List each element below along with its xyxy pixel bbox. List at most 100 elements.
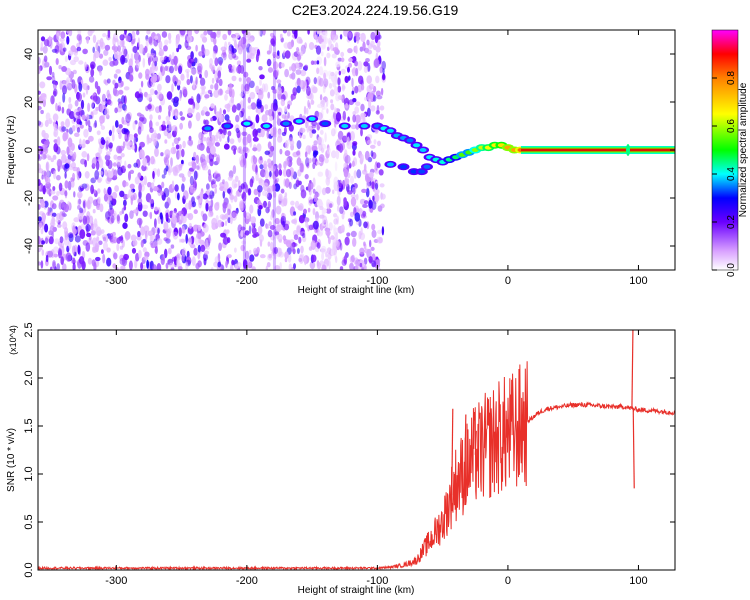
noise-cell [67, 103, 73, 110]
ridge-branch-point [418, 169, 426, 174]
noise-cell [144, 230, 148, 241]
noise-cell [168, 38, 172, 44]
noise-cell [263, 182, 269, 192]
noise-cell [91, 102, 95, 109]
noise-cell [100, 229, 105, 235]
noise-cell [348, 62, 352, 68]
noise-cell [363, 221, 368, 229]
noise-cell [190, 68, 197, 75]
noise-cell [128, 260, 133, 270]
noise-cell [227, 254, 232, 259]
noise-cell [57, 160, 63, 170]
noise-cell [363, 65, 368, 74]
noise-cell [80, 183, 85, 188]
noise-cell [282, 198, 288, 207]
noise-cell [311, 129, 317, 134]
noise-cell [105, 151, 111, 156]
noise-cell [187, 170, 192, 178]
noise-cell [264, 83, 269, 93]
noise-cell [185, 69, 190, 73]
noise-cell [122, 222, 128, 229]
noise-cell [166, 132, 172, 139]
noise-cell [87, 257, 92, 265]
noise-cell [118, 51, 123, 56]
noise-cell [240, 244, 245, 252]
noise-cell [316, 262, 321, 270]
noise-cell [114, 185, 119, 192]
noise-cell [328, 259, 331, 270]
noise-cell [79, 138, 82, 148]
noise-cell [138, 249, 142, 259]
noise-cell [45, 177, 51, 185]
noise-cell [113, 252, 118, 260]
noise-cell [188, 140, 193, 147]
ridge-point [321, 121, 329, 126]
noise-cell [145, 38, 149, 48]
noise-cell [374, 193, 380, 203]
noise-cell [321, 143, 327, 150]
noise-cell [185, 202, 190, 210]
noise-cell [92, 34, 97, 44]
noise-cell [212, 183, 218, 189]
snr-spike [464, 414, 467, 471]
noise-cell [206, 183, 210, 191]
noise-cell [126, 112, 132, 120]
noise-cell [90, 177, 96, 184]
x-tick-label: -300 [105, 575, 127, 587]
noise-cell [78, 256, 85, 265]
noise-cell [41, 220, 45, 230]
noise-cell [255, 172, 259, 182]
noise-cell [233, 195, 238, 203]
noise-cell [41, 249, 45, 256]
noise-cell [357, 60, 363, 71]
noise-cell [53, 246, 59, 253]
noise-cell [351, 197, 357, 207]
noise-cell [71, 125, 76, 132]
noise-streak [272, 30, 276, 270]
noise-cell [167, 168, 172, 176]
noise-cell [38, 56, 41, 65]
noise-cell [227, 135, 230, 143]
noise-cell [208, 173, 212, 183]
noise-cell [331, 128, 336, 137]
noise-cell [160, 49, 165, 56]
noise-cell [146, 93, 152, 101]
noise-cell [355, 122, 360, 130]
noise-cell [363, 257, 368, 265]
ridge-point [341, 124, 349, 128]
noise-cell [333, 176, 339, 187]
noise-cell [170, 157, 173, 167]
noise-cell [304, 151, 308, 158]
noise-cell [99, 203, 104, 213]
noise-cell [53, 253, 58, 258]
noise-cell [313, 140, 318, 146]
noise-cell [124, 231, 131, 240]
noise-cell [355, 193, 359, 201]
noise-cell [156, 91, 163, 100]
noise-cell [203, 30, 208, 36]
noise-cell [119, 34, 125, 41]
noise-cell [352, 237, 357, 247]
noise-cell [238, 149, 245, 155]
y-tick-label: 0.0 [23, 562, 35, 577]
noise-cell [210, 31, 216, 39]
noise-cell [183, 190, 189, 200]
noise-cell [275, 224, 281, 232]
noise-cell [80, 99, 85, 110]
noise-cell [210, 84, 214, 90]
noise-cell [243, 71, 249, 78]
colorbar-tick-label: 0.0 [726, 263, 737, 277]
noise-cell [377, 140, 381, 147]
noise-cell [149, 211, 153, 220]
noise-cell [278, 111, 282, 116]
noise-cell [45, 254, 49, 263]
noise-cell [73, 217, 80, 223]
noise-cell [48, 65, 53, 76]
noise-cell [341, 83, 345, 92]
noise-cell [240, 229, 244, 237]
noise-cell [58, 249, 62, 259]
noise-cell [340, 51, 345, 58]
noise-cell [235, 43, 239, 50]
noise-cell [344, 76, 349, 83]
